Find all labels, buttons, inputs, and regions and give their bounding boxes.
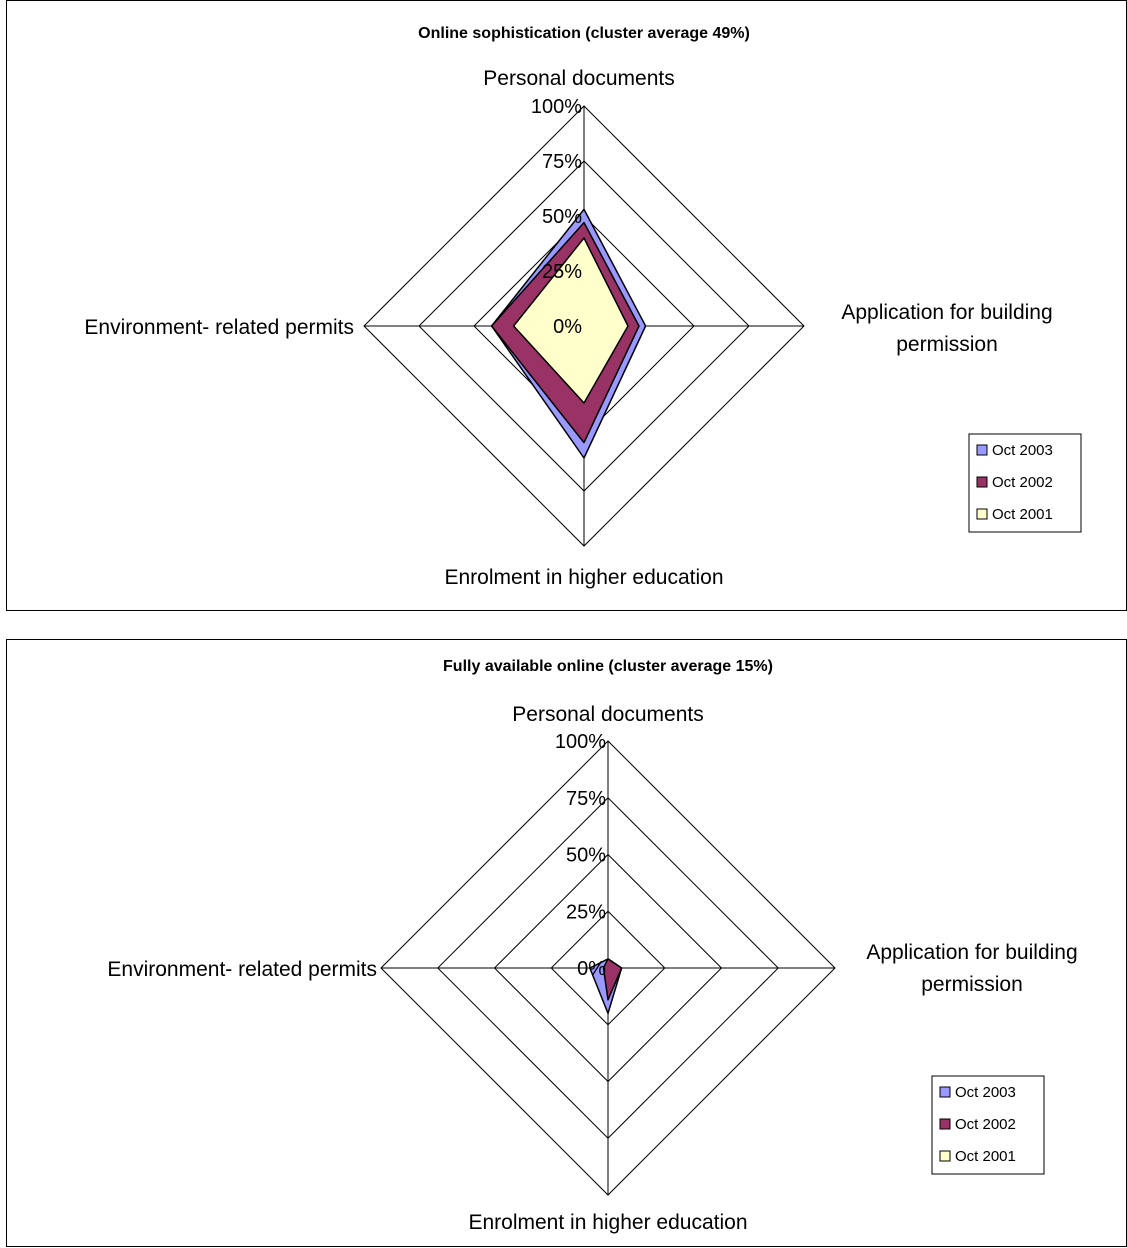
- series-group: [589, 958, 623, 1015]
- legend-label: Oct 2001: [955, 1148, 1016, 1165]
- radar-grid: [380, 740, 836, 1196]
- chart-panel-online-sophistication: Online sophistication (cluster average 4…: [6, 0, 1127, 611]
- tick-labels: 0% 25% 50% 75% 100%: [531, 96, 582, 338]
- legend-label: Oct 2003: [992, 442, 1053, 459]
- radar-chart-online-sophistication: Online sophistication (cluster average 4…: [84, 25, 1082, 589]
- tick-label: 25%: [566, 901, 606, 923]
- legend-label: Oct 2002: [992, 474, 1053, 491]
- tick-label: 100%: [531, 96, 582, 118]
- axis-label: Environment- related permits: [84, 316, 354, 339]
- legend-swatch: [939, 1150, 951, 1162]
- tick-label: 75%: [566, 788, 606, 810]
- axis-label: Environment- related permits: [107, 958, 377, 981]
- legend-box: [968, 433, 1082, 533]
- chart-title: Online sophistication (cluster average 4…: [418, 25, 750, 42]
- tick-label: 50%: [566, 845, 606, 867]
- axis-label: Application for building permission: [841, 301, 1052, 356]
- legend-swatch: [939, 1086, 951, 1098]
- tick-label: 100%: [555, 731, 606, 753]
- tick-label: 25%: [542, 261, 582, 283]
- axis-label: Personal documents: [483, 67, 674, 90]
- series-group: [490, 208, 647, 459]
- legend: Oct 2003 Oct 2002 Oct 2001: [931, 1075, 1045, 1175]
- axis-label: Enrolment in higher education: [444, 566, 723, 589]
- axis-label: Personal documents: [512, 703, 703, 726]
- legend-swatch: [976, 476, 988, 488]
- legend-label: Oct 2002: [955, 1116, 1016, 1133]
- tick-label: 50%: [542, 206, 582, 228]
- chart-panel-fully-available: Fully available online (cluster average …: [6, 639, 1127, 1247]
- tick-label: 0%: [577, 958, 606, 980]
- radar-chart-fully-available: Fully available online (cluster average …: [107, 658, 1077, 1234]
- tick-label: 0%: [553, 316, 582, 338]
- legend-label: Oct 2003: [955, 1084, 1016, 1101]
- axis-label: Application for building permission: [866, 941, 1077, 996]
- series-area-oct-2001: [512, 237, 629, 404]
- series-area-oct-2002: [602, 958, 623, 1001]
- tick-label: 75%: [542, 151, 582, 173]
- legend-swatch: [976, 508, 988, 520]
- axis-label: Enrolment in higher education: [468, 1211, 747, 1234]
- legend-box: [931, 1075, 1045, 1175]
- legend-swatch: [976, 444, 988, 456]
- tick-labels: 0% 25% 50% 75% 100%: [555, 731, 606, 980]
- legend-label: Oct 2001: [992, 506, 1053, 523]
- legend-swatch: [939, 1118, 951, 1130]
- legend: Oct 2003 Oct 2002 Oct 2001: [968, 433, 1082, 533]
- chart-title: Fully available online (cluster average …: [443, 658, 773, 675]
